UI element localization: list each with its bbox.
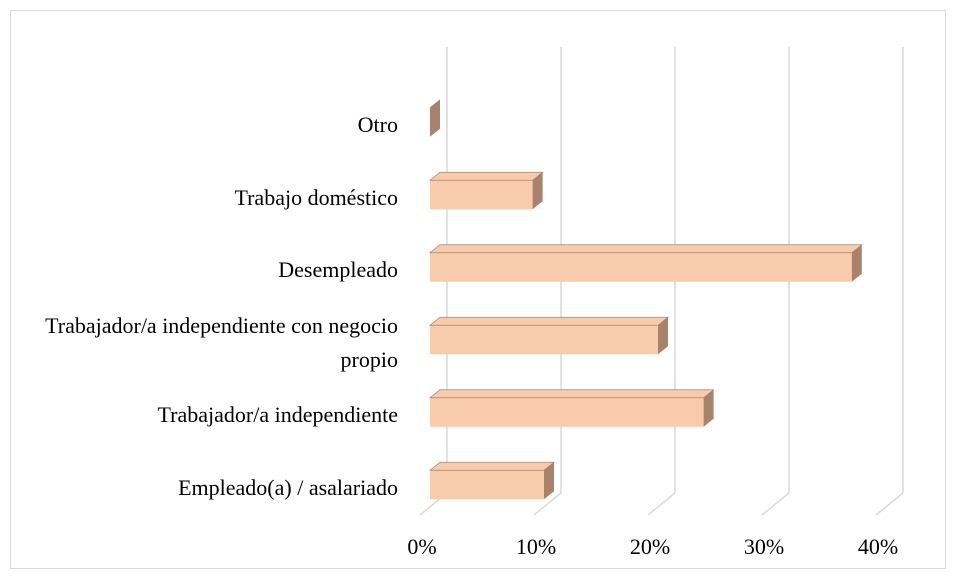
bar — [428, 171, 544, 210]
category-label: Otro — [357, 112, 398, 138]
bar-side — [430, 99, 440, 137]
bar-side — [703, 389, 714, 427]
x-tick-label: 20% — [630, 534, 670, 559]
bar-side — [851, 244, 862, 282]
bar-front — [430, 470, 544, 500]
bar-top — [428, 244, 863, 254]
x-tick-label: 30% — [744, 534, 784, 559]
x-tick-label: 40% — [858, 534, 898, 559]
category-label: Trabajador/a independiente — [157, 402, 399, 428]
bar — [428, 316, 670, 355]
bar-top — [428, 171, 544, 181]
category-label: Desempleado — [278, 257, 398, 283]
bar-top — [428, 316, 670, 326]
grid-line-floor — [875, 492, 904, 516]
bar — [429, 99, 441, 137]
bar — [428, 461, 556, 500]
bar — [428, 244, 863, 282]
bar-front — [430, 180, 533, 210]
bar-side — [532, 172, 543, 210]
bar — [428, 389, 715, 427]
bar-front — [430, 252, 852, 282]
grid-line-floor — [761, 492, 790, 516]
grid-line-floor — [533, 492, 562, 516]
bar-top — [428, 461, 556, 471]
x-tick-label: 0% — [407, 534, 436, 559]
category-label: Trabajo doméstico — [234, 184, 398, 210]
bar-front — [430, 397, 704, 427]
category-label: Trabajador/a independiente con negocio p… — [45, 312, 398, 372]
chart-frame — [10, 10, 946, 569]
category-label: Empleado(a) / asalariado — [178, 474, 398, 500]
bar-side — [544, 462, 554, 500]
bar-side — [658, 317, 668, 355]
bar-top — [428, 389, 715, 399]
bar-front — [430, 325, 658, 355]
x-tick-label: 10% — [516, 534, 556, 559]
grid-line-floor — [647, 492, 676, 516]
